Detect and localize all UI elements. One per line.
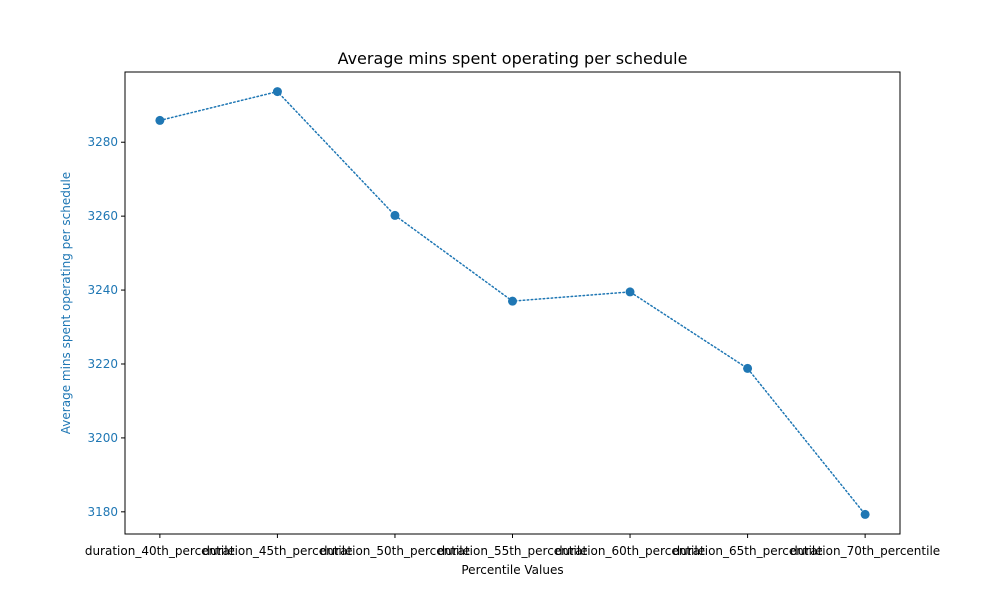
chart-title: Average mins spent operating per schedul…: [338, 49, 688, 68]
data-point: [743, 363, 753, 373]
x-tick-label: duration_40th_percentile: [85, 544, 235, 558]
x-tick-label: duration_55th_percentile: [437, 544, 587, 558]
x-tick-label: duration_45th_percentile: [202, 544, 352, 558]
y-tick-label: 3260: [87, 209, 118, 223]
y-tick-label: 3200: [87, 431, 118, 445]
data-point: [625, 287, 635, 297]
y-axis-label: Average mins spent operating per schedul…: [59, 172, 73, 434]
x-tick-label: duration_50th_percentile: [320, 544, 470, 558]
data-point: [508, 296, 517, 306]
x-tick-label: duration_70th_percentile: [790, 544, 940, 558]
series-layer: [155, 87, 870, 519]
x-tick-label: duration_60th_percentile: [555, 544, 705, 558]
y-tick-label: 3180: [87, 505, 118, 519]
data-point: [155, 115, 165, 125]
y-tick-label: 3280: [87, 135, 118, 149]
data-point: [860, 509, 870, 519]
y-tick-label: 3240: [87, 283, 118, 297]
y-axis: 3180 3200 3220 3240 3260 3280: [87, 135, 125, 519]
data-point: [272, 87, 282, 97]
x-tick-label: duration_65th_percentile: [673, 544, 823, 558]
x-axis: duration_40th_percentileduration_45th_pe…: [85, 534, 940, 558]
data-point: [390, 210, 400, 220]
x-axis-label: Percentile Values: [461, 563, 563, 577]
y-tick-label: 3220: [87, 357, 118, 371]
